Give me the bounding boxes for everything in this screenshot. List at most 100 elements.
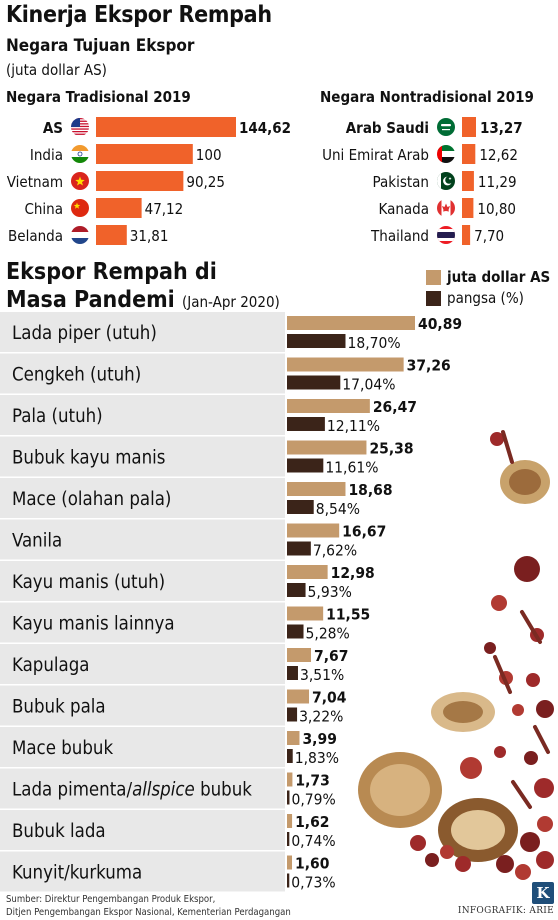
pandemic-title-line2: Masa Pandemi xyxy=(6,287,175,313)
value-bar xyxy=(287,814,293,828)
clove-icon xyxy=(524,751,538,765)
value-bar xyxy=(287,482,346,496)
share-bar xyxy=(287,458,324,473)
clove-icon xyxy=(410,835,426,851)
unit-label: (juta dollar AS) xyxy=(6,61,107,79)
value-bar xyxy=(287,772,293,787)
row-band xyxy=(0,768,285,809)
clove-stem xyxy=(520,610,542,644)
legend-value-label: juta dollar AS xyxy=(447,268,551,286)
share-label: 3,22% xyxy=(299,708,343,726)
clove-icon xyxy=(536,851,554,869)
share-label: 3,51% xyxy=(300,666,344,684)
nutmeg-icon xyxy=(451,810,505,850)
traditional-bar xyxy=(96,144,193,164)
nontraditional-value-label: 7,70 xyxy=(474,227,504,245)
pandemic-title-line1: Ekspor Rempah di xyxy=(6,259,217,285)
source-note: Sumber: Direktur Pengembangan Produk Eks… xyxy=(6,893,291,919)
clove-icon xyxy=(460,757,482,779)
clove-icon xyxy=(526,673,540,687)
share-bar xyxy=(287,375,341,390)
spice-label: Mace (olahan pala) xyxy=(12,489,171,510)
row-band xyxy=(0,561,285,601)
nontraditional-value-label: 13,27 xyxy=(480,119,523,137)
row-band xyxy=(0,644,285,684)
share-label: 1,83% xyxy=(295,749,339,767)
spice-label: Cengkeh (utuh) xyxy=(12,365,141,386)
share-bar xyxy=(287,541,311,556)
legend-share-swatch xyxy=(426,291,441,306)
spice-label: Kayu manis (utuh) xyxy=(12,572,165,593)
us-flag-icon xyxy=(71,118,89,136)
value-label: 37,26 xyxy=(407,357,451,375)
row-band xyxy=(0,685,285,726)
traditional-bar xyxy=(96,198,142,218)
traditional-bar xyxy=(96,117,236,137)
clove-stem xyxy=(501,430,514,464)
share-bar xyxy=(287,417,325,431)
nontraditional-value-label: 12,62 xyxy=(479,146,518,164)
share-bar xyxy=(287,873,290,888)
clove-icon xyxy=(440,845,454,859)
share-bar xyxy=(287,583,306,597)
value-bar xyxy=(287,440,367,455)
clove-icon xyxy=(425,853,439,867)
china-flag-icon xyxy=(71,199,89,217)
value-bar xyxy=(287,357,404,372)
share-label: 18,70% xyxy=(348,334,401,352)
netherlands-flag-icon xyxy=(71,226,89,244)
row-band xyxy=(0,727,285,767)
value-label: 1,60 xyxy=(295,855,330,873)
value-bar xyxy=(287,689,310,704)
share-label: 5,93% xyxy=(308,583,352,601)
share-bar xyxy=(287,666,298,680)
value-label: 16,67 xyxy=(342,523,386,541)
spice-label: Kayu manis lainnya xyxy=(12,614,175,635)
share-label: 5,28% xyxy=(306,625,350,643)
row-band xyxy=(0,353,285,394)
nutmeg-icon xyxy=(370,764,430,816)
canada-flag-icon xyxy=(437,199,455,217)
row-band xyxy=(0,478,285,518)
clove-icon xyxy=(491,595,507,611)
share-bar xyxy=(287,707,298,722)
source-line-2: Ditjen Pengembangan Ekspor Nasional, Kem… xyxy=(6,907,291,918)
share-label: 17,04% xyxy=(342,376,395,394)
spice-label: Lada piper (utuh) xyxy=(12,323,157,344)
value-label: 12,98 xyxy=(331,564,375,582)
traditional-value-label: 31,81 xyxy=(130,227,169,245)
spice-label: Vanila xyxy=(12,531,62,552)
country-label: Kanada xyxy=(378,200,429,218)
clove-icon xyxy=(534,778,554,798)
country-label: AS xyxy=(43,119,63,137)
value-label: 7,67 xyxy=(314,647,348,665)
publisher-logo: K xyxy=(532,882,554,904)
row-band xyxy=(0,602,285,643)
period-label: (Jan-Apr 2020) xyxy=(181,293,280,311)
infographic-credit: INFOGRAFIK: ARIE xyxy=(457,906,554,916)
row-band xyxy=(0,519,285,560)
value-label: 25,38 xyxy=(369,440,413,458)
value-bar xyxy=(287,316,415,330)
clove-icon xyxy=(484,642,496,654)
spice-label: Lada pimenta/allspice bubuk xyxy=(12,780,252,801)
country-label: Belanda xyxy=(8,227,63,245)
value-bar xyxy=(287,731,300,745)
value-bar xyxy=(287,399,370,413)
spice-label: Bubuk pala xyxy=(12,697,106,718)
clove-icon xyxy=(455,856,471,872)
nontraditional-bar xyxy=(462,225,471,245)
nontraditional-bar xyxy=(462,117,476,137)
pakistan-flag-icon xyxy=(437,172,455,190)
value-bar xyxy=(287,523,340,538)
row-band xyxy=(0,851,285,892)
traditional-value-label: 47,12 xyxy=(145,200,184,218)
spice-label: Kapulaga xyxy=(12,655,90,676)
source-line-1: Sumber: Direktur Pengembangan Produk Eks… xyxy=(6,894,216,905)
share-bar xyxy=(287,624,304,639)
country-label: Arab Saudi xyxy=(346,119,429,137)
value-label: 18,68 xyxy=(348,481,392,499)
clove-icon xyxy=(494,746,506,758)
spice-label: Bubuk kayu manis xyxy=(12,448,165,469)
clove-icon xyxy=(515,864,531,880)
